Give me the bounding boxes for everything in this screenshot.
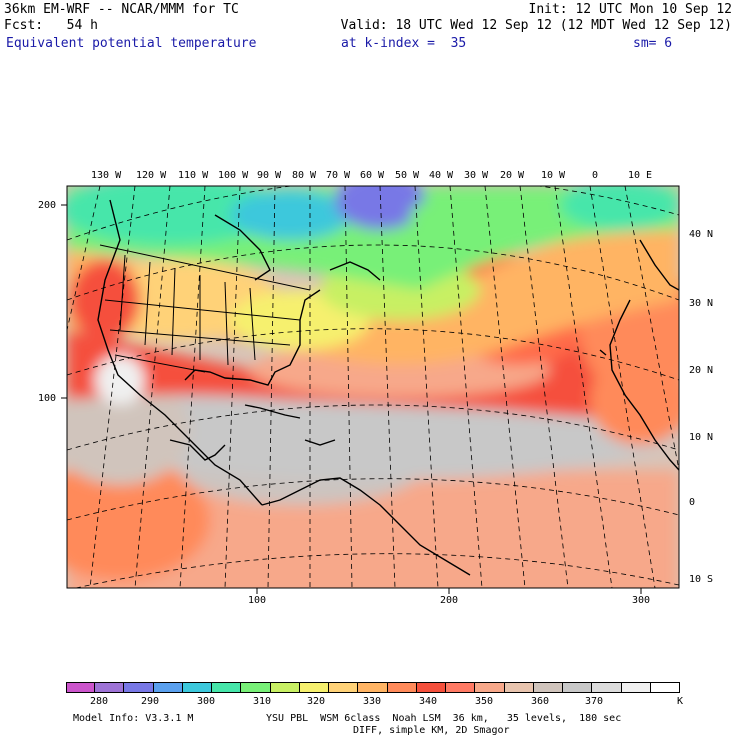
colorbar-swatch [621, 682, 651, 693]
graticule-lines [67, 186, 679, 588]
lat-label: 30 N [689, 298, 714, 309]
grid-x-label: 200 [440, 595, 459, 606]
lon-label: 20 W [500, 170, 525, 181]
colorbar-label: 350 [474, 696, 494, 707]
colorbar-label: 320 [306, 696, 326, 707]
color-fill-field [67, 186, 679, 588]
colorbar-swatch [387, 682, 417, 693]
colorbar-swatch [416, 682, 447, 693]
colorbar-label: 290 [140, 696, 160, 707]
model-title: 36km EM-WRF -- NCAR/MMM for TC [4, 2, 239, 17]
lon-label: 130 W [91, 170, 122, 181]
colorbar-swatch [563, 682, 593, 693]
colorbar-swatch [241, 682, 271, 693]
lat-label: 10 N [689, 432, 714, 443]
colorbar-label: 360 [530, 696, 550, 707]
coastlines [97, 199, 679, 576]
valid-time: Valid: 18 UTC Wed 12 Sep 12 (12 MDT Wed … [340, 18, 732, 33]
colorbar-label: 370 [584, 696, 604, 707]
colorbar-unit: K [676, 696, 684, 707]
colorbar-swatch [650, 682, 680, 693]
lon-label: 0 [592, 170, 599, 181]
lat-label: 20 N [689, 365, 714, 376]
lon-label: 30 W [464, 170, 489, 181]
colorbar-label: 310 [252, 696, 272, 707]
physics-info: YSU PBL WSM 6class Noah LSM 36 km, 35 le… [266, 713, 622, 724]
colorbar-swatch [504, 682, 534, 693]
colorbar-label: 330 [362, 696, 382, 707]
field-name: Equivalent potential temperature [6, 36, 257, 51]
lon-label: 60 W [360, 170, 385, 181]
colorbar-swatch [182, 682, 213, 693]
grid-y-label: 200 [38, 200, 57, 211]
lat-label: 0 [689, 497, 696, 508]
diffusion-info: DIFF, simple KM, 2D Smagor [353, 725, 510, 736]
colorbar-swatch [299, 682, 330, 693]
lat-label: 10 S [689, 574, 714, 585]
colorbar-label: 280 [89, 696, 109, 707]
colorbar-swatch [329, 682, 359, 693]
smoothing-value: sm= 6 [633, 36, 673, 51]
model-info: Model Info: V3.3.1 M [73, 713, 194, 724]
colorbar-swatch [358, 682, 388, 693]
grid-x-label: 300 [632, 595, 651, 606]
lat-label: 40 N [689, 229, 714, 240]
colorbar-swatch [475, 682, 505, 693]
frame-ticks [61, 204, 642, 594]
colorbar-swatch [66, 682, 96, 693]
lon-label: 50 W [395, 170, 420, 181]
map-frame [66, 185, 680, 589]
colorbar-swatch [446, 682, 476, 693]
colorbar-swatch [212, 682, 242, 693]
political-borders [99, 244, 311, 373]
lon-label: 70 W [326, 170, 351, 181]
level-index: at k-index = 35 [341, 36, 467, 51]
colorbar-swatch [124, 682, 154, 693]
lon-label: 40 W [429, 170, 454, 181]
colorbar-swatch [153, 682, 183, 693]
grid-y-label: 100 [38, 393, 57, 404]
init-time: Init: 12 UTC Mon 10 Sep 12 [528, 2, 733, 17]
lon-label: 80 W [292, 170, 317, 181]
lon-label: 10 E [628, 170, 653, 181]
colorbar-label: 300 [196, 696, 216, 707]
colorbar-label: 340 [418, 696, 438, 707]
colorbar-swatch [95, 682, 125, 693]
colorbar-swatch [533, 682, 564, 693]
lon-label: 10 W [541, 170, 566, 181]
lon-label: 90 W [257, 170, 282, 181]
lon-label: 120 W [136, 170, 167, 181]
lon-label: 100 W [218, 170, 249, 181]
grid-x-label: 100 [248, 595, 267, 606]
forecast-hour: Fcst: 54 h [4, 18, 98, 33]
lon-label: 110 W [178, 170, 209, 181]
colorbar-swatch [592, 682, 622, 693]
colorbar-swatch [270, 682, 300, 693]
